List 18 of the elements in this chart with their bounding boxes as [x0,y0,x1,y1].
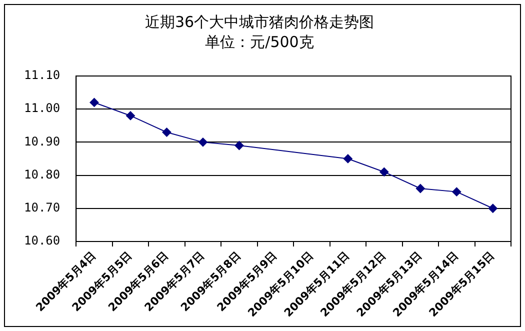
point [162,128,172,137]
point [198,138,208,147]
y-tick-label: 10.60 [24,234,60,248]
point [488,204,498,213]
chart-title: 近期36个大中城市猪肉价格走势图 [144,12,374,31]
point [380,167,389,176]
point [452,187,462,196]
y-tick-label: 10.70 [24,200,60,214]
chart-subtitle: 单位：元/500克 [205,32,314,51]
y-tick-label: 11.10 [24,68,60,82]
point [126,111,135,120]
point [90,98,99,107]
y-tick-label: 11.00 [24,101,60,116]
point [416,184,425,194]
point [234,140,244,150]
point [343,154,352,164]
y-tick-label: 10.80 [24,167,60,182]
y-tick-label: 10.90 [24,134,60,148]
